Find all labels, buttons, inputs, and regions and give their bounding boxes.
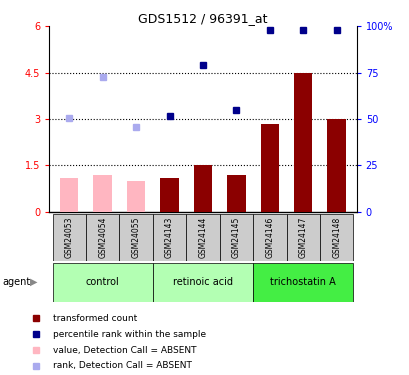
Text: agent: agent [2, 277, 30, 287]
Bar [119, 214, 153, 261]
Bar [127, 181, 145, 212]
Text: GSM24143: GSM24143 [165, 216, 173, 258]
Text: GSM24053: GSM24053 [65, 216, 74, 258]
Title: GDS1512 / 96391_at: GDS1512 / 96391_at [138, 12, 267, 25]
Text: transformed count: transformed count [53, 314, 137, 322]
Bar [52, 262, 153, 302]
Text: GSM24054: GSM24054 [98, 216, 107, 258]
Text: ▶: ▶ [29, 277, 37, 287]
Text: GSM24146: GSM24146 [265, 216, 274, 258]
Text: GSM24148: GSM24148 [331, 217, 340, 258]
Bar [293, 73, 312, 212]
Bar [153, 214, 186, 261]
Text: trichostatin A: trichostatin A [270, 277, 335, 287]
Bar [327, 119, 345, 212]
Bar [252, 214, 286, 261]
Text: rank, Detection Call = ABSENT: rank, Detection Call = ABSENT [53, 362, 191, 370]
Bar [52, 214, 86, 261]
Bar [153, 262, 252, 302]
Text: GSM24055: GSM24055 [131, 216, 140, 258]
Bar [319, 214, 353, 261]
Bar [252, 262, 353, 302]
Bar [160, 178, 178, 212]
Bar [286, 214, 319, 261]
Bar [86, 214, 119, 261]
Bar [60, 178, 78, 212]
Text: GSM24144: GSM24144 [198, 216, 207, 258]
Bar [186, 214, 219, 261]
Text: GSM24145: GSM24145 [231, 216, 240, 258]
Bar [219, 214, 252, 261]
Bar [227, 175, 245, 212]
Text: control: control [85, 277, 119, 287]
Bar [193, 165, 211, 212]
Text: value, Detection Call = ABSENT: value, Detection Call = ABSENT [53, 345, 196, 354]
Bar [93, 175, 112, 212]
Bar [260, 124, 278, 212]
Text: GSM24147: GSM24147 [298, 216, 307, 258]
Text: retinoic acid: retinoic acid [173, 277, 232, 287]
Text: percentile rank within the sample: percentile rank within the sample [53, 330, 206, 339]
